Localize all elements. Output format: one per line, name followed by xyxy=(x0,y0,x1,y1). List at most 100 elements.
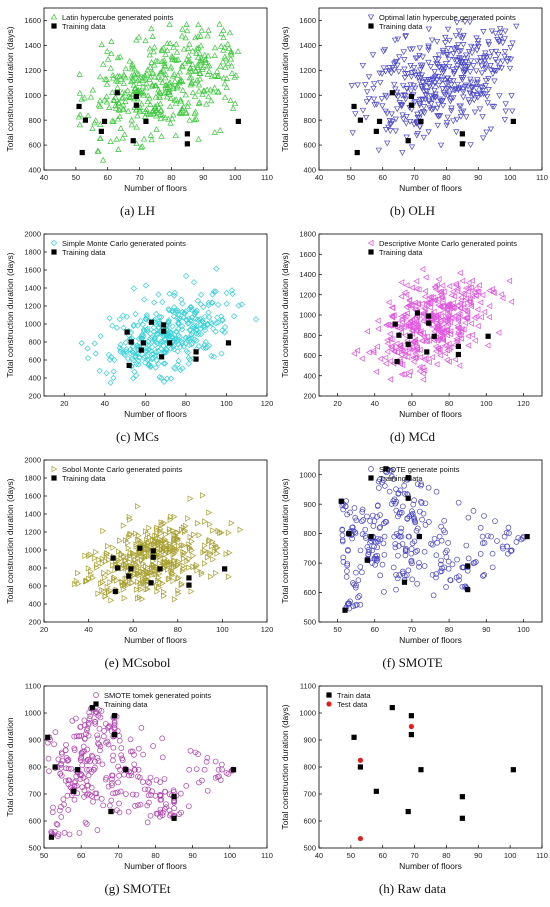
generated-point xyxy=(153,125,160,132)
generated-point xyxy=(393,572,399,578)
y-tick-label: 400 xyxy=(28,374,41,383)
generated-point xyxy=(425,44,432,51)
generated-point xyxy=(154,532,160,540)
generated-point xyxy=(127,346,134,353)
generated-point xyxy=(225,529,232,537)
generated-point xyxy=(450,78,457,85)
generated-point xyxy=(398,92,405,99)
generated-point xyxy=(119,755,125,762)
generated-point xyxy=(185,803,192,810)
generated-point xyxy=(467,76,474,83)
generated-point xyxy=(211,52,218,58)
training-point xyxy=(150,548,156,554)
generated-point xyxy=(163,332,170,339)
generated-point xyxy=(410,501,417,508)
generated-point xyxy=(153,357,160,364)
generated-point xyxy=(161,592,168,600)
generated-point xyxy=(388,473,395,480)
generated-point xyxy=(230,313,238,320)
generated-point xyxy=(149,788,155,795)
generated-point xyxy=(464,307,470,315)
generated-point xyxy=(170,43,177,50)
generated-point xyxy=(112,790,119,796)
generated-point xyxy=(157,779,163,785)
generated-point xyxy=(197,325,204,332)
generated-point xyxy=(206,537,212,545)
generated-point xyxy=(450,299,457,307)
generated-point xyxy=(396,543,402,549)
generated-point xyxy=(432,91,439,98)
y-tick-label: 600 xyxy=(28,141,41,150)
generated-point xyxy=(448,314,455,322)
generated-point xyxy=(391,67,398,74)
generated-point xyxy=(171,292,178,299)
generated-point xyxy=(154,542,161,550)
generated-point xyxy=(223,289,230,297)
generated-point xyxy=(188,306,195,313)
plot-frame xyxy=(43,459,268,623)
generated-point xyxy=(389,304,396,312)
generated-point xyxy=(185,99,192,106)
scatter-panel-olh: 40 50 60 70 80 90 100 110 400 600 800 1000 1200 1400 1… xyxy=(275,0,550,226)
generated-point xyxy=(134,586,140,593)
generated-point xyxy=(182,310,189,317)
generated-point xyxy=(205,27,212,33)
scatter-panel-mcs: 20 40 60 80 100 120 200 400 600 800 1000 1200 1400 16… xyxy=(0,226,275,452)
generated-point xyxy=(127,350,134,357)
generated-point xyxy=(492,30,499,37)
x-tick-label: 80 xyxy=(167,173,175,182)
generated-point xyxy=(399,83,407,89)
generated-point xyxy=(425,358,432,366)
generated-point xyxy=(180,524,187,531)
generated-point xyxy=(447,304,453,312)
generated-point xyxy=(348,83,356,89)
generated-point xyxy=(448,87,456,93)
generated-point xyxy=(198,58,205,65)
generated-point xyxy=(141,113,149,120)
generated-point xyxy=(349,524,356,531)
training-point xyxy=(459,815,465,821)
generated-point xyxy=(483,129,490,136)
generated-point xyxy=(207,86,214,93)
generated-point xyxy=(165,86,173,93)
generated-point xyxy=(111,726,118,732)
y-tick-label: 900 xyxy=(303,500,316,509)
generated-point xyxy=(76,111,84,118)
generated-point xyxy=(505,524,512,531)
generated-point xyxy=(77,723,84,730)
generated-point xyxy=(88,784,95,791)
generated-point xyxy=(147,546,154,554)
generated-point xyxy=(353,601,360,608)
generated-point xyxy=(176,542,182,550)
generated-point xyxy=(497,34,504,41)
generated-point xyxy=(365,96,373,102)
generated-point xyxy=(507,45,514,51)
generated-point xyxy=(103,774,110,781)
generated-point xyxy=(130,81,138,88)
generated-point xyxy=(411,516,418,522)
generated-point xyxy=(132,310,139,318)
generated-point xyxy=(132,766,138,773)
generated-point xyxy=(398,293,405,300)
training-point xyxy=(157,566,163,572)
generated-point xyxy=(121,89,129,96)
generated-point xyxy=(178,338,185,345)
generated-point xyxy=(110,744,117,751)
x-axis-label: Number of floors xyxy=(399,861,462,871)
generated-point xyxy=(470,508,477,514)
y-tick-label: 1400 xyxy=(24,510,41,519)
generated-point xyxy=(180,314,187,321)
generated-point xyxy=(186,564,193,571)
generated-point xyxy=(154,57,161,64)
generated-point xyxy=(117,348,124,355)
generated-point xyxy=(393,507,400,514)
generated-point xyxy=(85,772,92,779)
generated-point xyxy=(413,285,420,293)
training-point xyxy=(112,713,118,719)
generated-point xyxy=(235,302,242,309)
generated-point xyxy=(176,77,184,83)
generated-point xyxy=(87,93,95,100)
generated-point xyxy=(110,374,117,382)
generated-point xyxy=(357,547,364,554)
